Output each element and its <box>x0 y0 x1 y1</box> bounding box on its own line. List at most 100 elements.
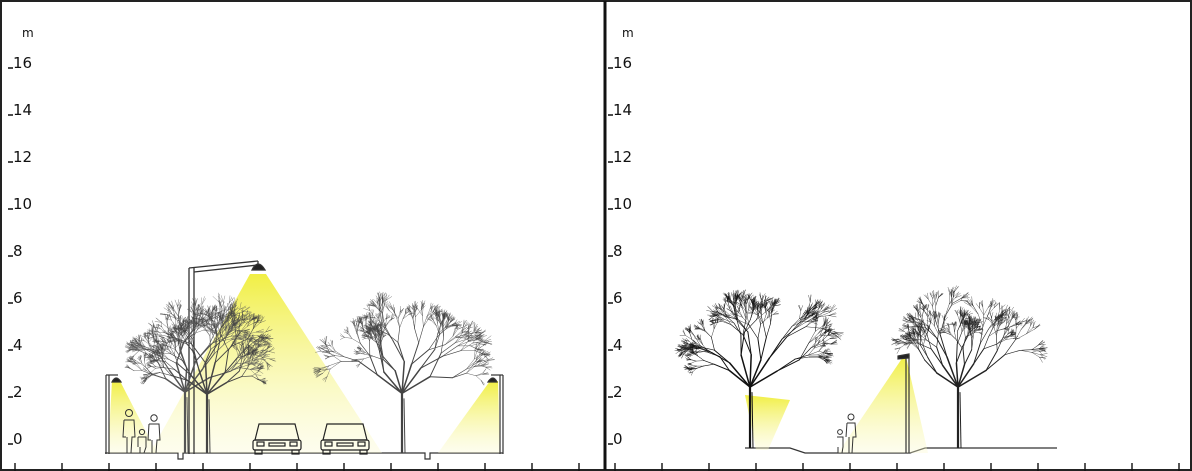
tree-branch <box>231 319 236 327</box>
tree-branch <box>219 307 223 316</box>
tree-branch <box>442 345 459 357</box>
tree-branch <box>250 353 262 358</box>
tree-branch <box>232 309 236 315</box>
tree-branch <box>133 338 137 343</box>
tree-branch <box>265 336 271 338</box>
tree-branch <box>439 323 441 336</box>
tree-branch <box>212 305 217 312</box>
tree-branch <box>979 302 983 307</box>
tree-branch <box>150 368 156 373</box>
tree-branch <box>434 309 436 316</box>
tree-branch <box>238 337 244 340</box>
tree-branch <box>957 363 975 388</box>
tree-branch <box>249 354 255 360</box>
tree-branch <box>188 319 192 324</box>
tree-branch <box>399 318 404 328</box>
tree-branch <box>215 329 218 346</box>
tree-branch <box>207 312 210 320</box>
tree-branch <box>157 362 167 380</box>
axis-tick-label: 12 <box>613 148 632 166</box>
tree-branch <box>205 311 209 315</box>
tree-branch <box>249 314 253 320</box>
tree-branch <box>244 311 251 317</box>
tree-branch <box>211 307 214 313</box>
tree-branch <box>412 303 414 310</box>
tree-branch <box>205 328 211 337</box>
tree-branch <box>248 336 251 342</box>
tree-branch <box>243 321 249 324</box>
tree-branch <box>162 352 169 360</box>
tree-branch <box>200 309 204 315</box>
tree-branch <box>737 319 750 326</box>
tree-branch <box>161 326 166 333</box>
tree-branch <box>248 345 250 350</box>
tree-branch <box>209 318 215 328</box>
tree-branch <box>226 363 236 373</box>
tree-branch <box>236 345 238 351</box>
tree-branch <box>135 336 140 340</box>
tree-branch <box>245 341 248 349</box>
tree-branch <box>221 315 227 319</box>
tree-branch <box>265 326 270 333</box>
tree-branch <box>206 325 214 331</box>
tree-branch <box>347 331 352 339</box>
tree-branch <box>244 353 249 359</box>
tree-branch <box>214 310 217 319</box>
tree-branch <box>1031 352 1040 358</box>
tree-branch <box>347 333 352 339</box>
tree-branch <box>228 324 233 331</box>
tree-branch <box>239 326 248 334</box>
tree-branch <box>223 339 232 346</box>
tree-branch <box>198 313 201 322</box>
tree-branch <box>195 304 200 311</box>
tree-branch <box>232 311 235 318</box>
tree-branch <box>225 321 232 328</box>
tree-branch <box>730 324 744 335</box>
tree-branch <box>231 338 248 347</box>
tree-branch <box>198 306 204 311</box>
tree-branch <box>810 294 812 303</box>
tree-branch <box>234 298 238 307</box>
tree-branch <box>340 337 345 340</box>
tree-branch <box>254 340 263 343</box>
tree-branch <box>213 315 220 319</box>
tree-branch <box>260 368 265 369</box>
tree-branch <box>230 304 234 310</box>
tree-branch <box>134 337 137 342</box>
tree-branch <box>385 296 392 301</box>
tree-branch <box>238 360 245 372</box>
tree-branch <box>1020 323 1026 330</box>
tree-branch <box>175 320 179 328</box>
tree-branch <box>175 343 180 348</box>
left-sidewalk-lamp-beam <box>108 381 157 453</box>
tree-branch <box>198 316 206 322</box>
tree-branch <box>1005 314 1007 324</box>
tree-branch <box>201 353 215 370</box>
tree-branch <box>222 316 230 327</box>
tree-branch <box>253 337 260 343</box>
tree-branch <box>362 318 364 325</box>
tree-branch <box>247 359 253 368</box>
tree-branch <box>170 353 183 362</box>
tree-branch <box>254 342 260 349</box>
tree-branch <box>340 333 345 338</box>
tree-branch <box>414 316 416 329</box>
tree-branch <box>252 354 256 361</box>
tree-branch <box>247 349 251 355</box>
tree-branch <box>249 346 253 351</box>
tree-branch <box>214 341 221 364</box>
tree-branch <box>251 375 258 380</box>
tree-branch <box>239 345 241 351</box>
tree-branch <box>196 323 204 328</box>
tree-branch <box>257 344 265 347</box>
tree-branch <box>983 343 997 350</box>
axis-tick-label: 6 <box>13 289 23 307</box>
tree-branch <box>983 335 990 350</box>
tree-branch <box>263 338 267 343</box>
tree-branch <box>221 335 229 351</box>
tree-branch <box>740 331 745 356</box>
tree-branch <box>208 370 232 379</box>
tree-branch <box>263 350 270 355</box>
tree-branch <box>786 322 800 338</box>
tree-branch <box>234 323 240 327</box>
